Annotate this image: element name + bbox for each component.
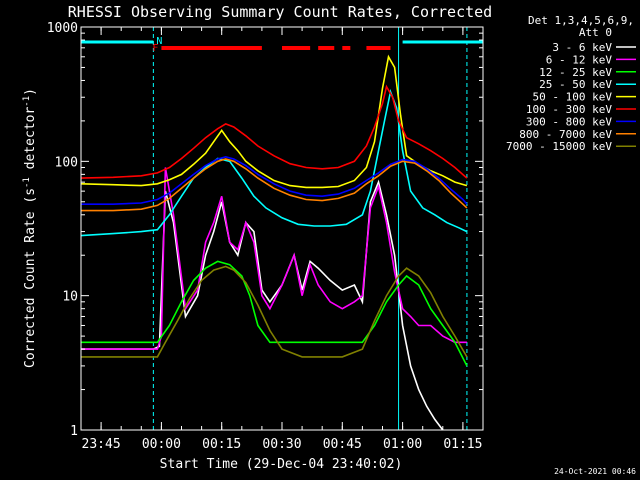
- legend-entry-label: 100 - 300 keV: [526, 103, 612, 116]
- y-tick-label: 1: [70, 424, 78, 439]
- y-tick-label: 1000: [47, 21, 78, 36]
- y-tick-label: 10: [62, 290, 78, 305]
- flag-n-label: N: [156, 36, 162, 47]
- legend-entry-label: 25 - 50 keV: [539, 78, 612, 91]
- axes: 1 10 100 1000 23:45 00:00 00:15 00:30 00:45 01:00…: [47, 21, 484, 452]
- series-line: [80, 54, 468, 189]
- x-tick-label: 00:45: [323, 437, 362, 452]
- legend-entry-label: 300 - 800 keV: [526, 115, 612, 128]
- chart-title: RHESSI Observing Summary Count Rates, Co…: [68, 3, 492, 21]
- series-line: [81, 260, 468, 367]
- plot-frame: [80, 26, 484, 431]
- y-tick-label: 100: [55, 155, 78, 170]
- legend-entry-label: 3 - 6 keV: [552, 41, 612, 54]
- legend-entry-label: 6 - 12 keV: [546, 53, 613, 66]
- plot-area: NF: [80, 27, 483, 431]
- y-axis-label: Corrected Count Rate (s-1 detector-1): [22, 88, 38, 368]
- x-tick-label: 00:00: [142, 437, 181, 452]
- legend-header-line-2: Att 0: [579, 26, 612, 39]
- legend-entry-label: 800 - 7000 keV: [519, 128, 612, 141]
- x-axis-label: Start Time (29-Dec-04 23:40:02): [160, 457, 403, 472]
- series-line: [80, 84, 468, 179]
- x-tick-label: 00:30: [262, 437, 301, 452]
- series-line: [80, 88, 468, 237]
- x-tick-label: 01:15: [443, 437, 482, 452]
- series-line: [81, 167, 467, 350]
- legend-header-line-1: Det 1,3,4,5,6,9,: [528, 14, 634, 27]
- series-line: [81, 179, 444, 431]
- series-line: [81, 265, 468, 358]
- series-line: [81, 155, 468, 205]
- x-tick-label: 01:00: [383, 437, 422, 452]
- flag-f-label: F: [152, 43, 158, 54]
- legend-entry-label: 7000 - 15000 keV: [506, 140, 612, 153]
- footer-date: 24-Oct-2021 00:46: [554, 467, 636, 476]
- x-tick-label: 23:45: [82, 437, 121, 452]
- legend-entry-label: 50 - 100 keV: [533, 91, 613, 104]
- x-tick-label: 00:15: [202, 437, 241, 452]
- series-line: [81, 158, 468, 212]
- legend-entry-label: 12 - 25 keV: [539, 66, 612, 79]
